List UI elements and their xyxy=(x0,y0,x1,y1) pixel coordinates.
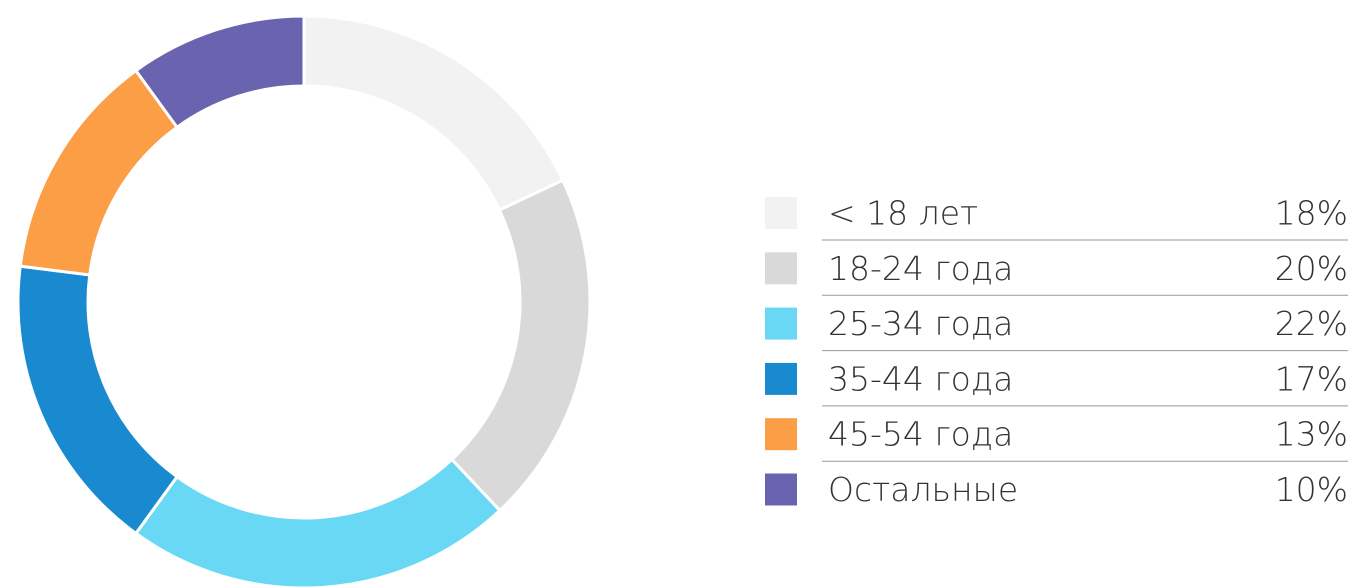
legend-label: 45-54 года xyxy=(828,415,1013,454)
donut-segment xyxy=(133,14,306,130)
legend-swatch xyxy=(765,418,797,451)
legend-value: 22% xyxy=(1275,304,1348,343)
legend-value: 20% xyxy=(1275,249,1348,288)
legend-label: Остальные xyxy=(828,470,1018,509)
legend-swatch xyxy=(765,362,797,395)
legend-value: 18% xyxy=(1275,194,1348,233)
legend-swatch xyxy=(765,252,797,285)
donut-segment xyxy=(302,14,565,213)
legend-value: 13% xyxy=(1275,415,1348,454)
legend-label: < 18 лет xyxy=(828,194,978,233)
legend-swatch xyxy=(765,307,797,340)
legend-value: 17% xyxy=(1275,359,1348,398)
legend-label: 25-34 года xyxy=(828,304,1013,343)
legend-label: 18-24 года xyxy=(828,249,1013,288)
donut-segment xyxy=(133,457,502,587)
donut-segment xyxy=(449,178,592,513)
legend-value: 10% xyxy=(1275,470,1348,509)
legend-swatch xyxy=(765,473,797,506)
legend-swatch xyxy=(765,197,797,229)
legend-label: 35-44 года xyxy=(828,359,1013,398)
donut-segment xyxy=(18,68,180,277)
donut-segment xyxy=(16,264,180,536)
